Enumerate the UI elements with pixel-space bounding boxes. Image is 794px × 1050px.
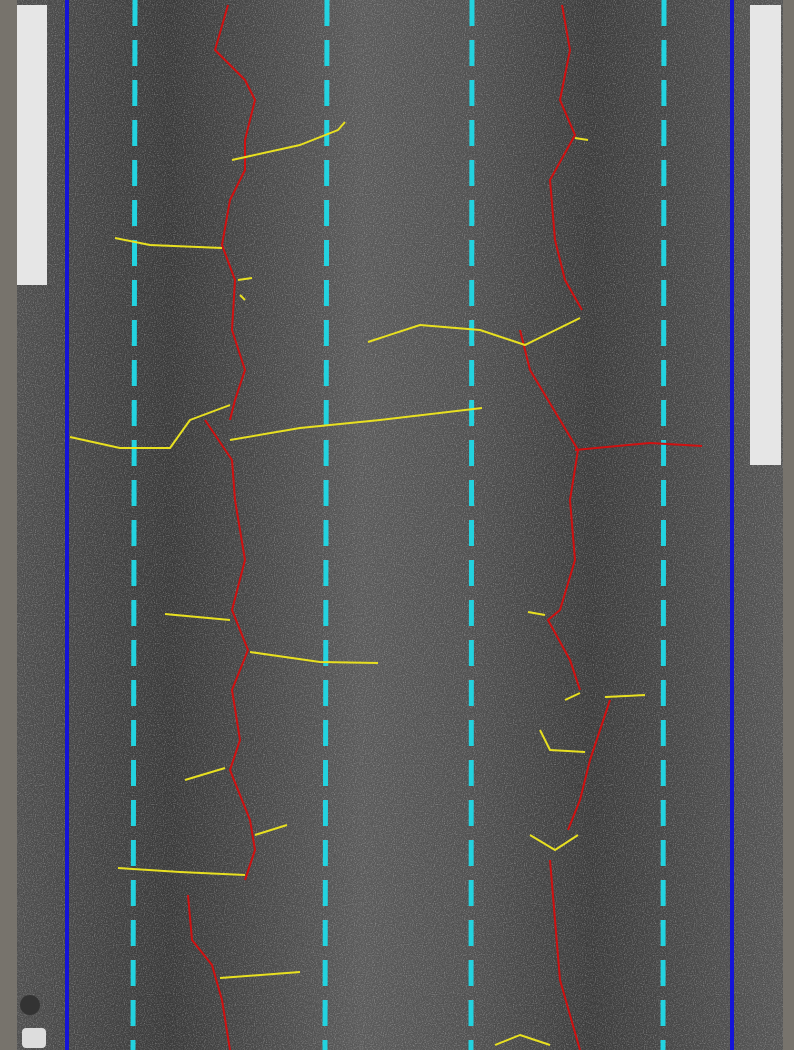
- road-marking: [750, 5, 781, 465]
- page: [0, 0, 794, 1050]
- pavement-view: [0, 0, 794, 1050]
- road-marking: [17, 5, 47, 285]
- manhole: [20, 995, 40, 1015]
- vehicle-icon: [22, 1028, 46, 1048]
